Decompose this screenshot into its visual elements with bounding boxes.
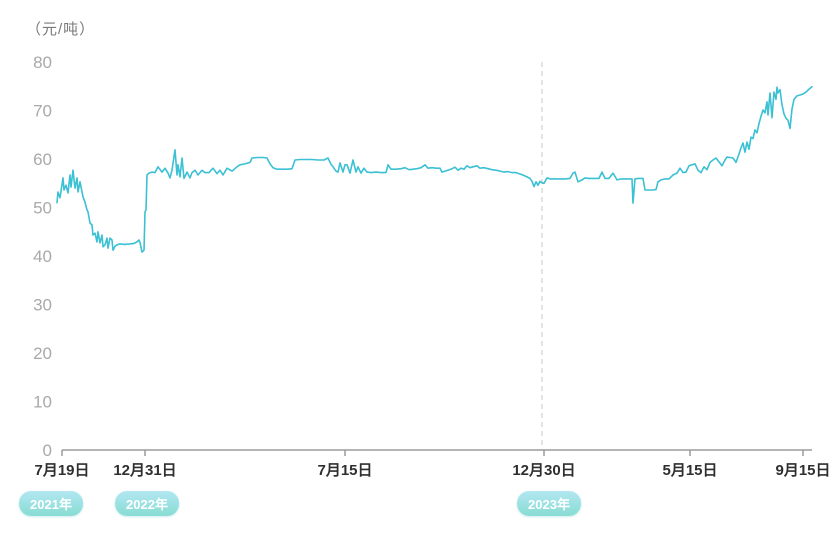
y-axis-tick-label: 20 bbox=[33, 344, 52, 363]
y-axis-tick-label: 60 bbox=[33, 150, 52, 169]
x-axis-tick-label: 7月15日 bbox=[317, 462, 372, 479]
year-badge: 2021年 bbox=[19, 491, 83, 516]
x-axis-tick-label: 12月30日 bbox=[512, 462, 575, 479]
x-axis-tick-label: 5月15日 bbox=[662, 462, 717, 479]
year-badge: 2023年 bbox=[517, 491, 581, 516]
y-axis-tick-label: 10 bbox=[33, 393, 52, 412]
year-badge: 2022年 bbox=[115, 491, 179, 516]
x-axis-tick-label: 7月19日 bbox=[34, 462, 89, 479]
x-axis-tick-label: 9月15日 bbox=[775, 462, 830, 479]
y-axis-tick-label: 50 bbox=[33, 199, 52, 218]
y-axis-tick-label: 80 bbox=[33, 53, 52, 72]
y-axis-tick-label: 30 bbox=[33, 296, 52, 315]
y-axis-tick-label: 70 bbox=[33, 102, 52, 121]
y-axis-unit-label: （元/吨） bbox=[26, 21, 96, 38]
y-axis-tick-label: 40 bbox=[33, 247, 52, 266]
x-axis-tick-label: 12月31日 bbox=[113, 462, 176, 479]
price-line-series bbox=[56, 85, 813, 253]
y-axis-tick-label: 0 bbox=[43, 441, 52, 460]
